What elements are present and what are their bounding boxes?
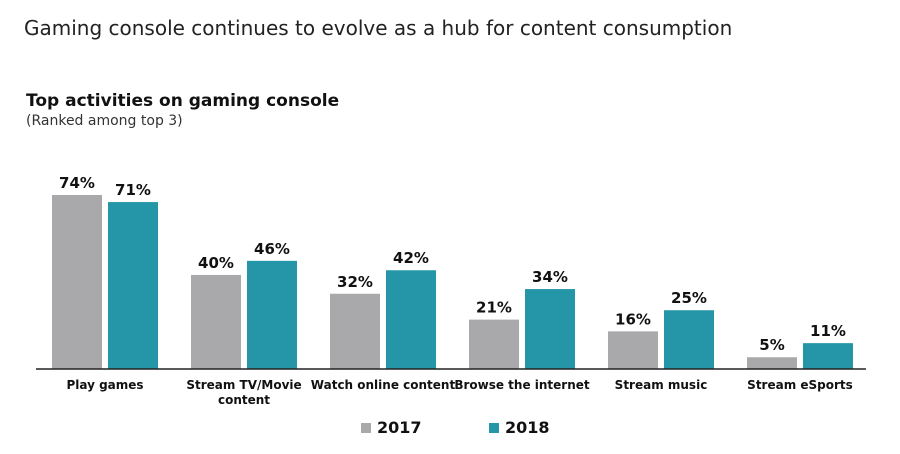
value-label-2017-4: 16% — [615, 310, 651, 328]
value-label-2018-1: 46% — [254, 240, 290, 258]
legend-swatch-2018 — [489, 422, 499, 433]
value-labels-group: 74% 71% 40% 46% 32% 42% 21% 34% 16% 25% 5% 11% — [59, 174, 846, 354]
value-label-2017-0: 74% — [59, 174, 95, 192]
bar-2018-3 — [525, 289, 575, 369]
legend-label-2017: 2017 — [377, 418, 422, 437]
value-label-2018-3: 34% — [532, 268, 568, 286]
bars-group — [52, 195, 853, 369]
bar-2017-4 — [608, 331, 658, 369]
bar-2018-4 — [664, 310, 714, 369]
legend-swatch-2017 — [361, 422, 371, 433]
bar-2017-5 — [747, 357, 797, 369]
bar-2017-2 — [330, 293, 380, 369]
bar-2018-5 — [803, 343, 853, 369]
bar-2017-1 — [191, 274, 241, 369]
legend-item-2018: 2018 — [489, 418, 550, 437]
legend-item-2017: 2017 — [361, 418, 422, 437]
category-label-5: Stream eSports — [747, 378, 853, 392]
value-label-2017-2: 32% — [337, 273, 373, 291]
value-label-2018-5: 11% — [810, 322, 846, 340]
value-label-2017-5: 5% — [759, 336, 784, 354]
bar-2017-0 — [52, 195, 102, 369]
value-label-2017-3: 21% — [476, 299, 512, 317]
category-label-3: Browse the internet — [454, 378, 590, 392]
bar-2018-0 — [108, 202, 158, 369]
value-label-2018-4: 25% — [671, 289, 707, 307]
category-label-1-line-1: content — [218, 393, 270, 407]
legend-label-2018: 2018 — [505, 418, 550, 437]
category-label-0: Play games — [66, 378, 143, 392]
category-label-2: Watch online content — [311, 378, 456, 392]
value-label-2017-1: 40% — [198, 254, 234, 272]
chart-title: Top activities on gaming console — [26, 91, 340, 111]
bar-2018-2 — [386, 270, 436, 369]
category-label-4: Stream music — [615, 378, 708, 392]
bar-2017-3 — [469, 319, 519, 369]
headline: Gaming console continues to evolve as a … — [24, 16, 733, 40]
value-label-2018-0: 71% — [115, 181, 151, 199]
bar-2018-1 — [247, 260, 297, 369]
value-label-2018-2: 42% — [393, 249, 429, 267]
category-label-1-line-0: Stream TV/Movie — [186, 378, 301, 392]
chart-subtitle: (Ranked among top 3) — [26, 113, 183, 129]
